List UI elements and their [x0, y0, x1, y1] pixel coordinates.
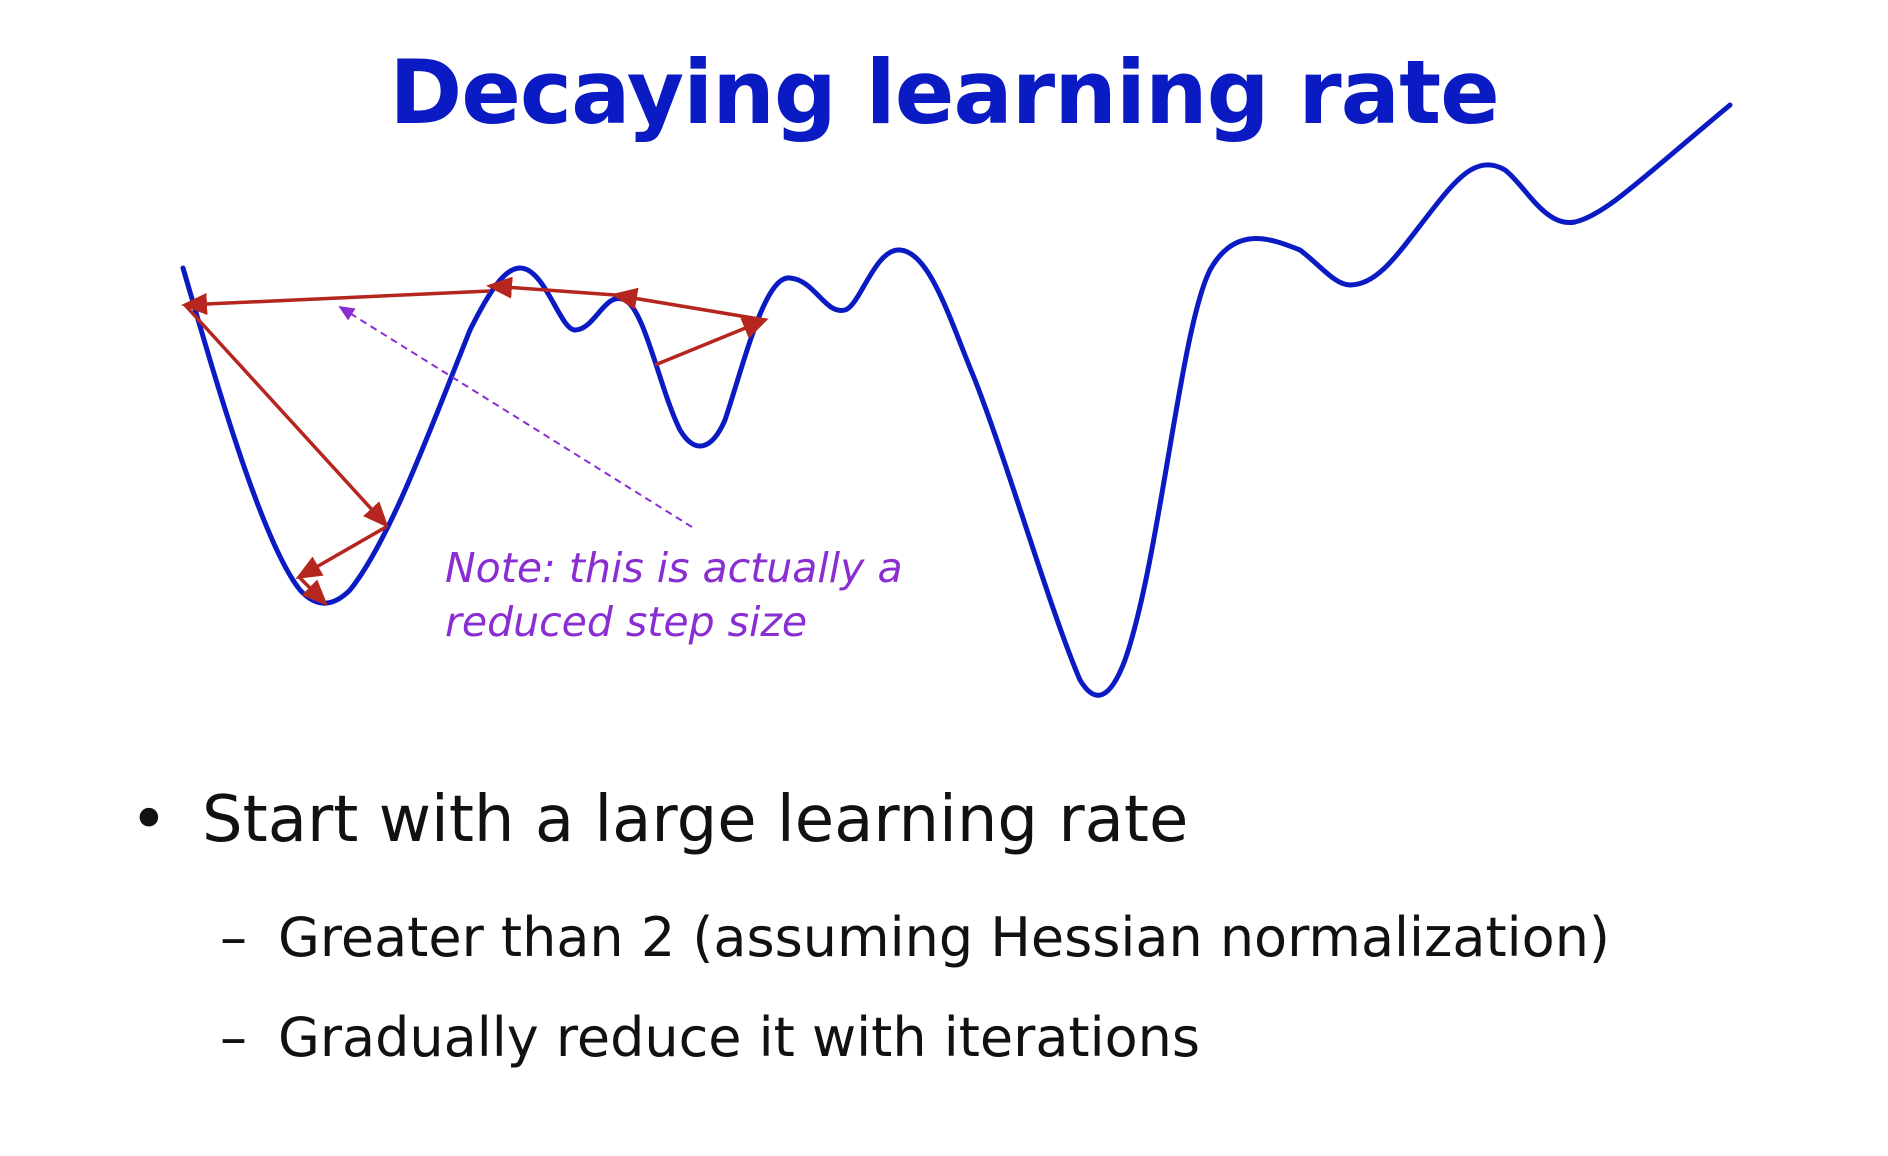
- slide-title: Decaying learning rate: [389, 41, 1500, 144]
- step-arrow-6: [295, 525, 387, 579]
- step-arrow-4: [181, 289, 491, 315]
- sub-bullet-item: – Greater than 2 (assuming Hessian normal…: [220, 905, 1610, 971]
- sub-bullet-dash: –: [220, 1006, 247, 1069]
- bullet-glyph: •: [130, 783, 168, 857]
- step-arrow-1: [654, 318, 769, 367]
- loss-landscape-diagram: Note: this is actually a reduced step si…: [180, 102, 1733, 698]
- step-arrow-5: [183, 303, 389, 528]
- step-arrow-2: [611, 287, 766, 322]
- note-line-1: Note: this is actually a: [445, 544, 903, 592]
- sub-bullet-text: Greater than 2 (assuming Hessian normali…: [278, 906, 1610, 969]
- note-pointer-arrow: [338, 305, 693, 528]
- sub-bullet-dash: –: [220, 906, 247, 969]
- step-arrow-7: [297, 575, 328, 606]
- step-arrows: [181, 276, 769, 606]
- sub-bullet-text: Gradually reduce it with iterations: [278, 1006, 1201, 1069]
- note-line-2: reduced step size: [445, 598, 807, 646]
- bullet-text-main: Start with a large learning rate: [202, 783, 1189, 857]
- sub-bullet-item: – Gradually reduce it with iterations: [220, 1005, 1200, 1071]
- loss-curve: [180, 102, 1733, 698]
- step-arrow-3: [486, 276, 616, 299]
